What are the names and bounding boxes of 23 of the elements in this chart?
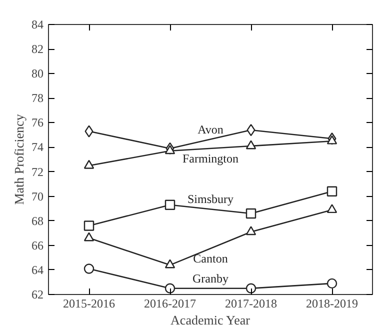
series-label: Granby [192, 271, 229, 286]
x-tick-label: 2016-2017 [144, 296, 196, 310]
y-tick-label: 76 [32, 116, 44, 130]
y-tick-label: 70 [32, 189, 44, 204]
y-tick-label: 84 [32, 18, 44, 32]
series-label: Simsbury [187, 192, 234, 206]
y-tick-label: 80 [32, 66, 44, 81]
y-tick-label: 72 [32, 164, 44, 179]
y-tick-label: 66 [32, 238, 44, 252]
y-tick-label: 64 [32, 262, 44, 277]
y-tick-label: 78 [32, 91, 44, 106]
y-tick-label: 62 [32, 288, 44, 302]
x-axis-title: Academic Year [170, 312, 251, 328]
y-tick-label: 68 [32, 214, 44, 228]
x-tick-label: 2017-2018 [225, 296, 277, 310]
x-tick-label: 2018-2019 [306, 296, 358, 310]
x-tick-label: 2015-2016 [63, 296, 115, 310]
series-label: Farmington [182, 151, 238, 166]
series-label: Avon [198, 122, 224, 136]
y-axis-title: Math Proficiency [12, 114, 26, 205]
series-label: Canton [193, 251, 228, 266]
y-tick-label: 74 [32, 140, 44, 154]
y-tick-label: 82 [32, 42, 44, 56]
